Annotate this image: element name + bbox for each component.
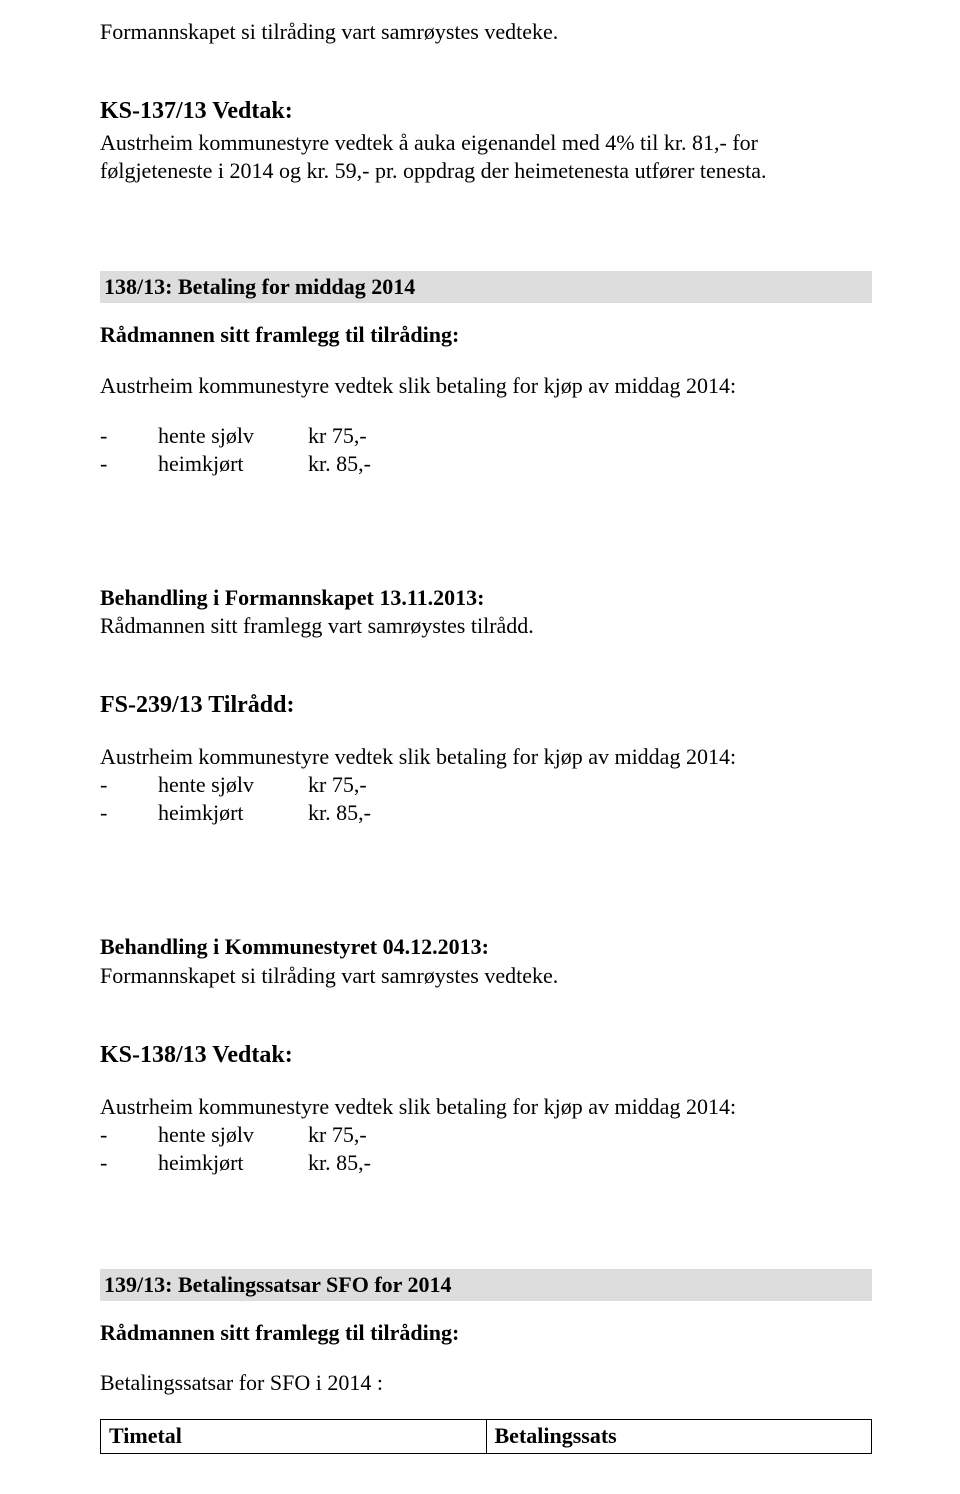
list-item: - heimkjørt kr. 85,- (100, 1149, 872, 1177)
list-item: - hente sjølv kr 75,- (100, 771, 872, 799)
list-item: - hente sjølv kr 75,- (100, 1121, 872, 1149)
sfo-table: Timetal Betalingssats (100, 1419, 872, 1453)
list-label: hente sjølv (158, 771, 308, 799)
list-value: kr. 85,- (308, 450, 371, 478)
section-138-banner: 138/13: Betaling for middag 2014 (100, 271, 872, 303)
section-138-lead-body: Austrheim kommunestyre vedtek slik betal… (100, 372, 872, 400)
formannskapet-head: Behandling i Formannskapet 13.11.2013: (100, 584, 872, 612)
section-139-banner: 139/13: Betalingssatsar SFO for 2014 (100, 1269, 872, 1301)
list-dash: - (100, 422, 158, 450)
section-139-lead-bold: Rådmannen sitt framlegg til tilråding: (100, 1319, 872, 1347)
table-header-betalingssats: Betalingssats (486, 1420, 872, 1453)
section-138-lead-bold: Rådmannen sitt framlegg til tilråding: (100, 321, 872, 349)
formannskapet-body: Rådmannen sitt framlegg vart samrøystes … (100, 612, 872, 640)
ks137-heading: KS-137/13 Vedtak: (100, 96, 872, 127)
list-label: heimkjørt (158, 1149, 308, 1177)
section-138-list: - hente sjølv kr 75,- - heimkjørt kr. 85… (100, 422, 872, 478)
list-item: - heimkjørt kr. 85,- (100, 799, 872, 827)
list-value: kr. 85,- (308, 799, 371, 827)
intro-line: Formannskapet si tilråding vart samrøyst… (100, 18, 872, 46)
section-139-lead-body: Betalingssatsar for SFO i 2014 : (100, 1369, 872, 1397)
kommunestyret-head: Behandling i Kommunestyret 04.12.2013: (100, 933, 872, 961)
list-label: heimkjørt (158, 450, 308, 478)
ks138-list: - hente sjølv kr 75,- - heimkjørt kr. 85… (100, 1121, 872, 1177)
list-label: hente sjølv (158, 422, 308, 450)
fs239-body: Austrheim kommunestyre vedtek slik betal… (100, 743, 872, 771)
list-value: kr. 85,- (308, 1149, 371, 1177)
list-label: heimkjørt (158, 799, 308, 827)
list-dash: - (100, 771, 158, 799)
document-page: Formannskapet si tilråding vart samrøyst… (0, 0, 960, 1494)
list-item: - hente sjølv kr 75,- (100, 422, 872, 450)
ks138-body: Austrheim kommunestyre vedtek slik betal… (100, 1093, 872, 1121)
table-row: Timetal Betalingssats (101, 1420, 872, 1453)
fs239-heading: FS-239/13 Tilrådd: (100, 690, 872, 721)
list-value: kr 75,- (308, 771, 367, 799)
table-header-timetal: Timetal (101, 1420, 487, 1453)
list-dash: - (100, 1121, 158, 1149)
ks137-body: Austrheim kommunestyre vedtek å auka eig… (100, 129, 872, 185)
fs239-list: - hente sjølv kr 75,- - heimkjørt kr. 85… (100, 771, 872, 827)
list-item: - heimkjørt kr. 85,- (100, 450, 872, 478)
list-value: kr 75,- (308, 422, 367, 450)
ks138-heading: KS-138/13 Vedtak: (100, 1040, 872, 1071)
list-label: hente sjølv (158, 1121, 308, 1149)
list-dash: - (100, 1149, 158, 1177)
list-dash: - (100, 799, 158, 827)
list-dash: - (100, 450, 158, 478)
kommunestyret-body: Formannskapet si tilråding vart samrøyst… (100, 962, 872, 990)
list-value: kr 75,- (308, 1121, 367, 1149)
